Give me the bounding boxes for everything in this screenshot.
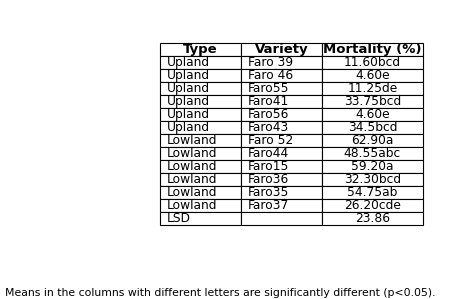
- Text: Means in the columns with different letters are significantly different (p<0.05): Means in the columns with different lett…: [5, 288, 435, 298]
